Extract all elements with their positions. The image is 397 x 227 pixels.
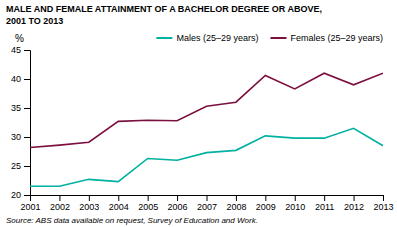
legend-swatch bbox=[156, 37, 172, 39]
x-tick-mark bbox=[148, 195, 149, 201]
x-tick-label: 2006 bbox=[168, 202, 188, 212]
x-tick: 2003 bbox=[79, 195, 99, 212]
y-axis: 20 25 30 35 40 45 bbox=[11, 45, 31, 200]
y-tick: 30 bbox=[11, 132, 30, 142]
legend-item: Females (25–29 years) bbox=[270, 33, 383, 43]
x-tick-mark bbox=[354, 195, 355, 201]
legend-swatch bbox=[270, 37, 286, 39]
x-axis: 2001 2002 2003 2004 2005 2006 2007 2008 2009 2010… bbox=[20, 195, 393, 212]
x-tick: 2010 bbox=[285, 195, 305, 212]
x-tick: 2004 bbox=[109, 195, 129, 212]
x-tick: 2002 bbox=[50, 195, 70, 212]
x-tick-mark bbox=[383, 195, 384, 201]
y-tick-mark bbox=[24, 79, 30, 80]
x-tick: 2001 bbox=[20, 195, 40, 212]
y-tick-mark bbox=[24, 108, 30, 109]
x-tick-label: 2003 bbox=[79, 202, 99, 212]
y-tick-mark bbox=[24, 195, 30, 196]
x-tick-mark bbox=[295, 195, 296, 201]
y-tick: 45 bbox=[11, 45, 30, 55]
x-tick-label: 2010 bbox=[285, 202, 305, 212]
x-tick-mark bbox=[265, 195, 266, 201]
x-tick-label: 2004 bbox=[109, 202, 129, 212]
x-tick: 2006 bbox=[168, 195, 188, 212]
annotation: Source: ABS data available on request, S… bbox=[6, 216, 258, 225]
y-tick-mark bbox=[24, 50, 30, 51]
y-tick-label: 25 bbox=[11, 161, 21, 171]
x-tick-label: 2007 bbox=[197, 202, 217, 212]
x-tick-mark bbox=[236, 195, 237, 201]
y-tick-mark bbox=[24, 137, 30, 138]
x-tick-mark bbox=[324, 195, 325, 201]
y-tick: 20 bbox=[11, 190, 30, 200]
y-axis-line bbox=[24, 51, 31, 196]
legend: Males (25–29 years) Females (25–29 years) bbox=[156, 33, 383, 43]
y-tick-label: 30 bbox=[11, 132, 21, 142]
y-tick-label: 40 bbox=[11, 74, 21, 84]
x-tick: 2008 bbox=[226, 195, 246, 212]
y-tick: 40 bbox=[11, 74, 30, 84]
x-tick-mark bbox=[177, 195, 178, 201]
legend-label: Males (25–29 years) bbox=[176, 33, 258, 43]
x-tick: 2012 bbox=[344, 195, 364, 212]
x-tick-mark bbox=[118, 195, 119, 201]
legend-item: Males (25–29 years) bbox=[156, 33, 258, 43]
x-tick-label: 2013 bbox=[373, 202, 393, 212]
subtitle: 2001 TO 2013 bbox=[6, 16, 63, 26]
chart: MALE AND FEMALE ATTAINMENT OF A BACHELOR… bbox=[0, 0, 397, 227]
x-tick-label: 2008 bbox=[226, 202, 246, 212]
legend-label: Females (25–29 years) bbox=[290, 33, 383, 43]
x-tick-mark bbox=[207, 195, 208, 201]
x-tick: 2013 bbox=[373, 195, 393, 212]
x-tick: 2011 bbox=[315, 195, 334, 212]
x-tick: 2007 bbox=[197, 195, 217, 212]
x-tick: 2009 bbox=[256, 195, 276, 212]
x-tick-label: 2002 bbox=[50, 202, 70, 212]
plot: 2001 2002 2003 2004 2005 2006 2007 2008 2009 2010… bbox=[11, 45, 394, 212]
y-tick-label: 45 bbox=[11, 45, 21, 55]
x-tick-label: 2005 bbox=[138, 202, 158, 212]
x-tick-mark bbox=[59, 195, 60, 201]
y-axis-label: % bbox=[15, 33, 24, 44]
y-tick: 35 bbox=[11, 103, 30, 113]
x-tick-mark bbox=[89, 195, 90, 201]
series-line bbox=[30, 73, 383, 147]
y-tick-label: 20 bbox=[11, 190, 21, 200]
x-tick-label: 2011 bbox=[315, 202, 334, 212]
y-tick: 25 bbox=[11, 161, 30, 171]
y-tick-label: 35 bbox=[11, 103, 21, 113]
x-axis-line bbox=[31, 196, 384, 202]
title: MALE AND FEMALE ATTAINMENT OF A BACHELOR… bbox=[6, 4, 322, 14]
x-tick-label: 2009 bbox=[256, 202, 276, 212]
lines bbox=[30, 73, 383, 186]
x-tick-label: 2012 bbox=[344, 202, 364, 212]
series-line bbox=[30, 128, 383, 186]
x-tick-label: 2001 bbox=[20, 202, 40, 212]
x-tick: 2005 bbox=[138, 195, 158, 212]
y-tick-mark bbox=[24, 166, 30, 167]
